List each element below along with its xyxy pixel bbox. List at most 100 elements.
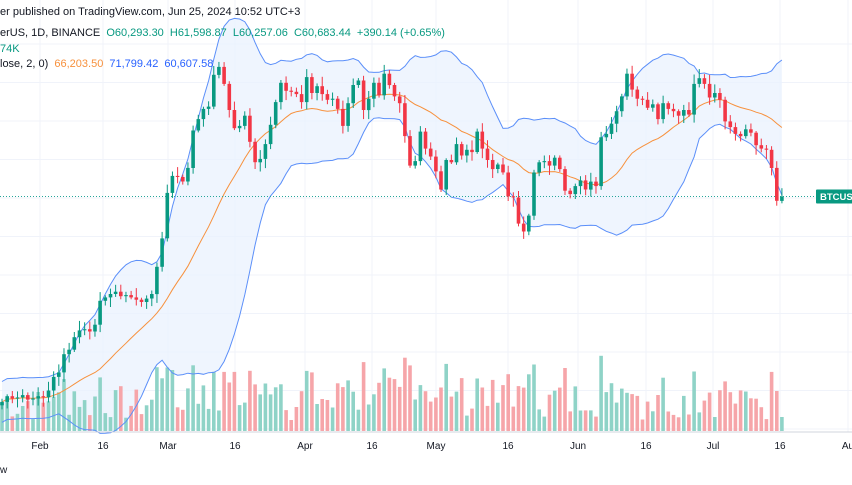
volume-bar [583,410,588,431]
x-tick-label: Au [842,441,852,452]
candle [201,106,206,127]
x-tick-label: 16 [229,441,241,452]
volume-bar [439,387,443,431]
volume-bar [521,387,526,431]
volume-bar [253,384,257,431]
volume-bar [160,378,164,431]
candle [160,231,164,272]
candle [656,102,660,125]
volume-bar [640,419,645,431]
volume-bar [418,385,423,431]
volume-bar [181,409,185,431]
candle [516,191,521,227]
candle [93,319,97,337]
candle [356,78,361,88]
high-value: H61,598.87 [169,27,227,39]
candle [98,292,102,333]
candle [589,172,593,197]
candle [335,96,340,114]
candle [397,91,402,113]
bb-upper-value: 71,799.42 [109,58,159,70]
bollinger-legend[interactable]: lose, 2, 0) 66,203.50 71,799.42 60,607.5… [0,58,216,70]
x-tick-label: Jun [570,441,586,452]
candle [310,73,314,100]
candle [232,101,237,131]
volume-bar [304,370,309,431]
volume-bar [294,407,299,431]
candle [289,86,293,97]
candle [175,167,180,184]
candle [139,297,144,307]
candle [521,216,526,239]
x-tick-label: 16 [774,441,786,452]
volume-bar [687,414,691,431]
volume-bar [186,388,190,431]
bollinger-lower-line [1,117,783,434]
x-tick-label: Apr [297,441,313,452]
candle [470,140,474,161]
volume-bar [165,367,170,431]
volume-bar [775,391,779,431]
candle [304,69,309,110]
volume-bar [423,391,428,431]
volume-bar [547,394,552,431]
candle [134,288,139,306]
volume-bar [0,403,4,431]
candle [614,105,619,133]
candle [604,126,609,141]
candle [723,96,727,130]
candle [475,128,479,154]
candle [341,100,345,134]
volume-bar [356,409,361,431]
volume-bar [98,377,102,431]
volume-bar [51,396,56,431]
volume-bar [346,380,350,431]
candle [620,93,624,117]
candle [82,322,87,336]
volume-bar [397,386,402,431]
candle [728,115,733,134]
bb-lower-value: 60,607.58 [164,58,214,70]
volume-bar [434,397,438,431]
volume-bar [268,394,273,431]
volume-bar [41,402,46,431]
ohlc-legend[interactable]: erUS, 1D, BINANCE O60,293.30 H61,598.87 … [0,27,448,39]
candle [702,74,707,89]
close-value: C60,683.44 [293,27,351,39]
candle [248,108,252,148]
volume-bar [67,414,71,431]
volume-bar [222,371,226,431]
candle [237,120,242,133]
volume-bar [645,401,650,431]
volume-bar [480,387,485,431]
bollinger-band-fill [2,18,782,434]
volume-bar [191,365,195,431]
candle [527,213,531,236]
candle [578,176,583,195]
volume-bar [263,383,268,431]
volume-bar [723,381,727,431]
candle [449,154,454,164]
volume-bar [36,392,40,431]
candle [568,188,572,199]
volume-bar [387,377,392,431]
candle [682,104,686,123]
volume-bar [196,403,201,431]
low-value: L60,257.06 [232,27,288,39]
volume-bar [372,394,376,431]
volume-bar [759,407,764,431]
volume-bars [0,355,784,431]
candle [635,86,640,107]
volume-bar [769,371,774,431]
brand-text: w [0,465,8,476]
candle [103,295,108,306]
volume-bar [604,392,609,431]
candle [212,66,216,110]
candle [547,155,552,175]
volume-legend[interactable]: 74K [0,43,23,55]
volume-bar [718,390,722,431]
volume-bar [625,392,629,431]
candle [387,70,392,89]
candle [759,138,764,153]
